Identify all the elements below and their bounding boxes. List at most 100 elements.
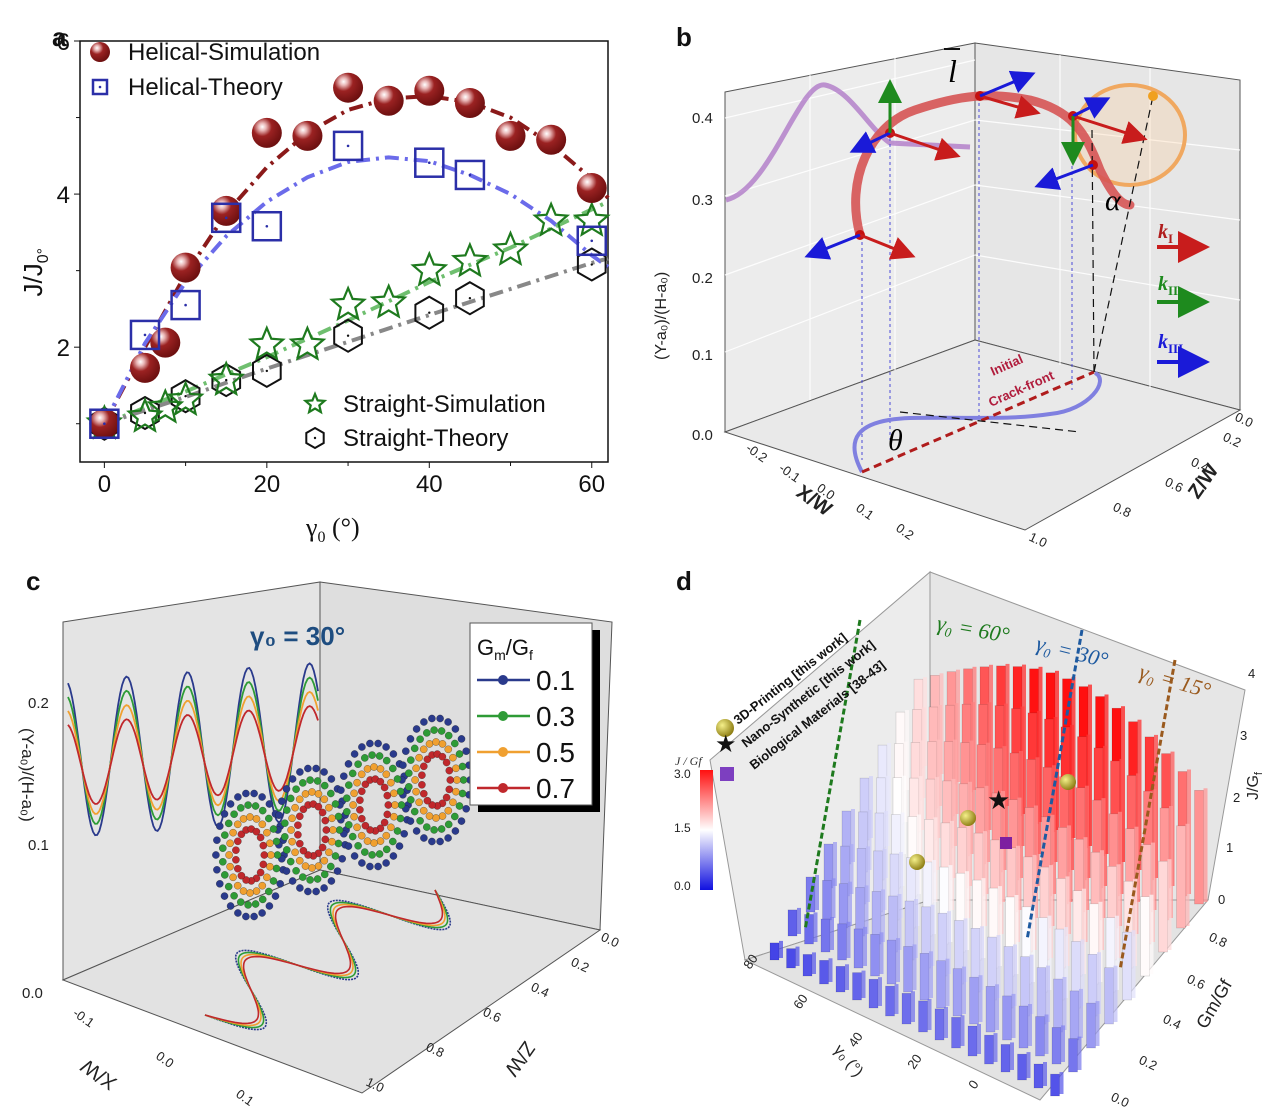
bar-side — [1116, 864, 1121, 958]
helix-bead — [375, 752, 384, 760]
tick-z-0.0: 0.0 — [22, 985, 43, 1002]
tick-x-60: 60 — [790, 991, 811, 1011]
helix-bead — [382, 831, 391, 840]
helix-bead — [333, 867, 342, 875]
helix-bead — [343, 794, 351, 802]
helix-bead — [230, 810, 238, 818]
legend-label: Helical-Theory — [128, 74, 283, 101]
bar-side — [779, 940, 783, 958]
bar-side — [929, 951, 933, 998]
helix-bead — [438, 812, 447, 820]
helix-bead — [376, 765, 385, 773]
legend-marker — [498, 747, 508, 757]
bar-side — [1149, 894, 1154, 974]
helix-bead — [251, 900, 260, 908]
bar-side — [1064, 927, 1068, 998]
helix-bead — [340, 772, 348, 780]
helix-bead — [314, 862, 323, 870]
data-point — [89, 408, 120, 439]
y-axis-ticks: 0.8 0.6 0.4 0.2 0.0 — [1109, 929, 1230, 1109]
bar — [969, 976, 979, 1025]
helix-bead — [459, 776, 468, 784]
bar-side — [849, 844, 854, 894]
bar — [1158, 860, 1168, 953]
y-axis-ticks: 0.0 0.2 0.4 0.6 0.8 1.0 — [1027, 409, 1256, 550]
legend-star-icon: ★ — [715, 731, 737, 758]
bar-side — [1077, 1036, 1082, 1070]
helix-bead — [335, 826, 344, 834]
z-axis-ticks: 0.4 0.3 0.2 0.1 0.0 — [692, 110, 713, 444]
bar-side — [981, 878, 986, 958]
helix-bead — [412, 787, 420, 796]
panel-d: d J / Gf 3.0 1.5 0.0 ★ 3D-Printing [this… — [630, 560, 1268, 1109]
bar-side — [1026, 1052, 1031, 1078]
helix-bead — [420, 718, 428, 726]
tick-z-3: 3 — [1240, 728, 1247, 743]
helix-bead — [405, 783, 413, 791]
helix-bead — [288, 837, 296, 846]
data-point — [207, 360, 246, 397]
bar-side — [797, 907, 801, 934]
helix-bead — [314, 802, 323, 811]
material-markers: ★ — [909, 774, 1076, 870]
helix-bead — [425, 740, 434, 748]
bar-side — [1044, 1014, 1049, 1054]
helix-bead — [291, 848, 299, 857]
helix-bead — [272, 864, 281, 873]
helix-bead — [353, 778, 361, 787]
data-point — [576, 225, 608, 257]
bar-side — [948, 865, 953, 942]
helix-bead — [328, 814, 336, 823]
bar — [769, 942, 780, 961]
bar-side — [1100, 850, 1104, 950]
gamma-guide-line — [803, 619, 862, 931]
bar-side — [914, 899, 918, 958]
tick-y-1.0: 1.0 — [1027, 529, 1050, 550]
helix-bead — [370, 839, 378, 847]
bar-side — [845, 964, 849, 990]
tick-x-0.1: 0.1 — [853, 500, 876, 523]
helix-bead — [350, 852, 359, 860]
helix-bead — [344, 842, 353, 850]
helix-bead — [455, 802, 464, 810]
colorbar-label: J / Gf — [675, 754, 703, 768]
tick-z-4: 4 — [1248, 666, 1255, 681]
series-straight-simulation — [85, 201, 611, 440]
tick-z-0.0: 0.0 — [692, 427, 713, 444]
tick-y-0.6: 0.6 — [1185, 971, 1208, 992]
helix-bead — [444, 834, 452, 842]
legend-label: Helical-Simulation — [128, 39, 320, 66]
helix-bead — [263, 828, 271, 837]
colorbar-tick-1.5: 1.5 — [674, 821, 691, 835]
helix-bead — [237, 830, 246, 839]
bar-side — [1011, 993, 1016, 1038]
helix-bead — [308, 864, 316, 872]
tick-y-0.0: 0.0 — [1233, 409, 1256, 430]
bar-side — [846, 921, 851, 958]
legend-marker — [498, 711, 508, 721]
helix-bead — [344, 760, 353, 768]
helix-bead — [361, 821, 370, 830]
tick-y-0.6: 0.6 — [1163, 474, 1186, 495]
helix-bead — [348, 769, 357, 778]
bar-side — [1082, 888, 1086, 974]
data-point — [576, 247, 607, 282]
helix-bead — [296, 884, 304, 892]
helix-bead — [337, 786, 345, 794]
helix-bead — [423, 823, 431, 831]
helix-bead — [451, 827, 460, 835]
panel-a: a 0 20 40 60 2 4 6 J/J0° γ0 (°) Helical-Simulatio… — [0, 0, 630, 560]
helix-bead — [438, 752, 447, 761]
helix-bead — [213, 836, 221, 844]
bar — [853, 928, 864, 969]
bar — [1033, 1063, 1044, 1089]
helix-bead — [306, 776, 314, 784]
tick-z-0.1: 0.1 — [28, 837, 49, 854]
helix-bead — [406, 735, 415, 743]
helix-bead — [357, 770, 366, 779]
tick-y-0.4: 0.4 — [1161, 1011, 1184, 1032]
bar-side — [1097, 952, 1101, 1014]
helix-bead — [432, 738, 440, 746]
tick-x-0.0: 0.0 — [153, 1048, 176, 1071]
tick-x-0.1: 0.1 — [233, 1086, 256, 1109]
